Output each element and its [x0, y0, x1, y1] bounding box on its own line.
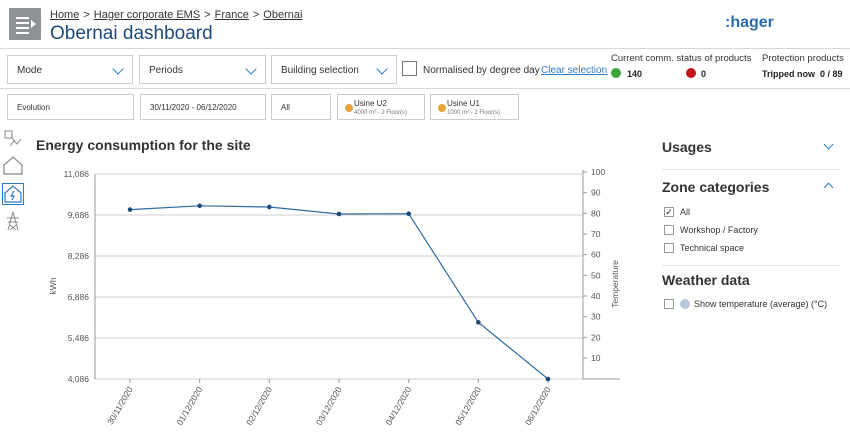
- x-tick-label: 30/11/2020: [105, 385, 135, 427]
- building-label: Building selection: [281, 65, 359, 76]
- power-pylon-icon[interactable]: [2, 210, 24, 232]
- y2-tick-label: 100: [591, 167, 605, 177]
- chevron-down-icon: [245, 63, 257, 75]
- weather-checkbox[interactable]: [664, 299, 674, 309]
- y-tick-label: 4,086: [68, 374, 90, 384]
- weather-header: Weather data: [662, 272, 750, 288]
- data-point: [197, 203, 202, 209]
- y2-tick-label: 70: [591, 229, 601, 239]
- all-sites-button[interactable]: All: [271, 94, 331, 120]
- site-name: Usine U2: [354, 99, 387, 108]
- data-point: [267, 204, 272, 210]
- breadcrumb-home[interactable]: Home: [50, 9, 80, 21]
- site-dot: [345, 104, 353, 112]
- zone-all-label: All: [680, 207, 691, 217]
- bad-status-dot: [686, 68, 696, 78]
- x-tick-label: 06/12/2020: [523, 385, 553, 427]
- y2-tick-label: 30: [591, 312, 601, 322]
- zoom-chart-icon[interactable]: [2, 128, 24, 150]
- breadcrumb-france[interactable]: France: [214, 9, 249, 21]
- site-usine-u1[interactable]: Usine U1 1000 m² - 2 Floor(s): [430, 94, 519, 120]
- site-dot: [438, 104, 446, 112]
- y-tick-label: 8,286: [68, 251, 90, 261]
- data-point: [545, 376, 551, 382]
- series-line: [129, 205, 549, 380]
- y2-tick-label: 40: [591, 291, 601, 301]
- all-label: All: [281, 103, 290, 112]
- chevron-up-icon[interactable]: [823, 182, 834, 193]
- breadcrumb-obernai[interactable]: Obernai: [263, 9, 303, 21]
- usages-header[interactable]: Usages: [662, 139, 712, 155]
- x-tick-label: 03/12/2020: [314, 385, 344, 427]
- x-tick-label: 04/12/2020: [383, 385, 413, 427]
- evolution-select[interactable]: Evolution: [7, 94, 134, 120]
- data-point: [127, 207, 133, 212]
- chart-title: Energy consumption for the site: [36, 137, 251, 153]
- zone-technical-label: Technical space: [680, 243, 745, 253]
- normalised-checkbox[interactable]: [402, 61, 417, 76]
- date-range-value: 30/11/2020 - 06/12/2020: [150, 103, 237, 112]
- y-tick-label: 11,086: [64, 169, 90, 179]
- x-tick-label: 05/12/2020: [453, 385, 483, 427]
- tripped-value: 0 / 89: [820, 69, 843, 79]
- building-icon[interactable]: [2, 154, 24, 176]
- y2-axis-label: Temperature: [610, 260, 620, 308]
- site-name: Usine U1: [447, 99, 480, 108]
- evolution-label: Evolution: [17, 103, 50, 112]
- site-detail: 4000 m² - 2 Floor(s): [354, 110, 408, 116]
- energy-icon[interactable]: [2, 183, 24, 205]
- y2-tick-label: 90: [591, 188, 601, 198]
- good-count: 140: [627, 69, 643, 79]
- normalised-label: Normalised by degree day: [423, 65, 540, 76]
- temperature-dot: [680, 299, 690, 309]
- zone-technical-checkbox[interactable]: [664, 243, 674, 253]
- chevron-down-icon: [112, 63, 124, 75]
- x-tick-label: 02/12/2020: [244, 385, 274, 427]
- building-dropdown[interactable]: Building selection: [271, 55, 397, 84]
- chevron-down-icon[interactable]: [823, 139, 834, 150]
- site-usine-u2[interactable]: Usine U2 4000 m² - 2 Floor(s): [337, 94, 425, 120]
- y2-tick-label: 60: [591, 250, 601, 260]
- zone-categories-header[interactable]: Zone categories: [662, 179, 770, 195]
- menu-button[interactable]: [9, 8, 41, 40]
- y2-tick-label: 10: [591, 353, 601, 363]
- mode-dropdown[interactable]: Mode: [7, 55, 133, 84]
- data-point: [336, 211, 342, 217]
- weather-option-label: Show temperature (average) (°C): [694, 299, 828, 309]
- energy-chart: 11,086 9,686 8,286 6,886 5,486 4,086 100 90 80 70…: [48, 167, 620, 427]
- site-detail: 1000 m² - 2 Floor(s): [447, 110, 501, 116]
- mode-label: Mode: [17, 65, 43, 76]
- x-tick-label: 01/12/2020: [174, 385, 204, 427]
- y-tick-label: 6,886: [68, 292, 90, 302]
- data-point: [476, 320, 481, 325]
- y2-tick-label: 50: [591, 270, 601, 280]
- good-status-dot: [611, 68, 621, 78]
- data-point: [406, 211, 411, 217]
- zone-workshop-label: Workshop / Factory: [680, 225, 758, 235]
- y2-tick-label: 20: [591, 332, 601, 342]
- chevron-down-icon: [376, 63, 388, 75]
- periods-label: Periods: [149, 65, 183, 76]
- tripped-label: Tripped now: [762, 69, 815, 79]
- y-tick-label: 9,686: [68, 210, 90, 220]
- breadcrumb-corporate[interactable]: Hager corporate EMS: [93, 9, 201, 21]
- periods-dropdown[interactable]: Periods: [139, 55, 266, 84]
- comm-status-label: Current comm. status of products: [611, 53, 752, 64]
- protection-label: Protection products: [762, 53, 844, 64]
- zone-all-checkbox[interactable]: ✓: [664, 207, 674, 217]
- bad-count: 0: [701, 69, 707, 79]
- zone-workshop-checkbox[interactable]: [664, 225, 674, 235]
- y-tick-label: 5,486: [68, 333, 90, 343]
- y-axis-label: kWh: [48, 277, 58, 294]
- date-range-field[interactable]: 30/11/2020 - 06/12/2020: [140, 94, 266, 120]
- y2-tick-label: 80: [591, 208, 601, 218]
- clear-selection-link[interactable]: Clear selection: [541, 65, 608, 76]
- page-title: Obernai dashboard: [50, 23, 213, 44]
- hager-logo: :hager: [725, 14, 774, 31]
- breadcrumb: Home > Hager corporate EMS > France > Obernai: [50, 9, 303, 21]
